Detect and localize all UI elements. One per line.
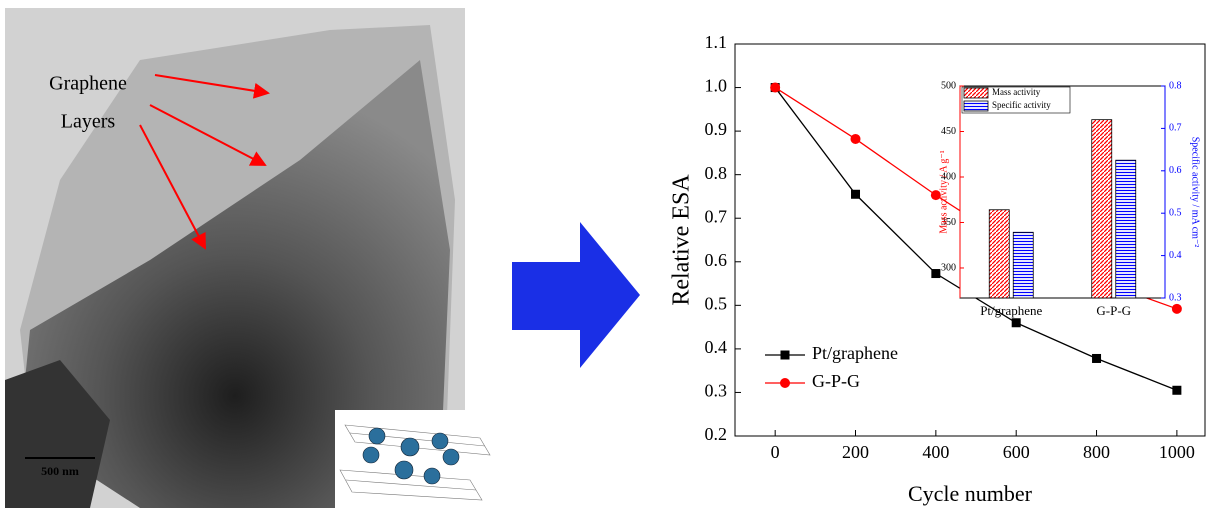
- y-tick-label: 0.4: [705, 337, 728, 357]
- x-axis-label: Cycle number: [908, 481, 1033, 506]
- data-point: [1171, 303, 1182, 314]
- legend-label: Pt/graphene: [812, 343, 898, 363]
- y-tick-label: 500: [941, 80, 956, 91]
- y2-tick-label: 0.3: [1169, 292, 1182, 303]
- y-tick-label: 0.6: [705, 250, 728, 270]
- y2-tick-label: 0.4: [1169, 250, 1182, 261]
- y-tick-label: 0.3: [705, 381, 728, 401]
- legend-marker: [780, 378, 790, 388]
- y-tick-label: 1.1: [705, 32, 728, 52]
- bar: [1091, 119, 1113, 299]
- y-tick-label: 0.5: [705, 293, 728, 313]
- plot-frame: [734, 43, 1206, 437]
- y2-axis-label: Specific activity / mA cm⁻²: [1190, 137, 1201, 247]
- y2-tick-label: 0.8: [1169, 80, 1182, 91]
- data-point: [770, 82, 781, 93]
- tem-image: Graphene Layers 500 nm: [5, 8, 495, 508]
- y2-tick-label: 0.6: [1169, 165, 1182, 176]
- y-tick-label: 0.2: [705, 424, 728, 444]
- x-tick-label: 200: [842, 442, 869, 462]
- data-point: [1172, 385, 1182, 395]
- data-point: [851, 189, 861, 199]
- y2-tick-label: 0.5: [1169, 207, 1182, 218]
- x-tick-label: 800: [1083, 442, 1110, 462]
- y-tick-label: 0.7: [705, 206, 728, 226]
- bar: [1115, 159, 1137, 299]
- x-tick-label: 600: [1003, 442, 1030, 462]
- x-tick-label: G-P-G: [1096, 303, 1131, 318]
- scale-bar: 500 nm: [41, 464, 79, 478]
- x-tick-label: Pt/graphene: [980, 303, 1042, 318]
- data-point: [930, 190, 941, 201]
- y-tick-label: 350: [941, 217, 956, 228]
- image-label: Graphene: [49, 73, 127, 95]
- legend-swatch: [963, 100, 989, 112]
- y-tick-label: 1.0: [705, 76, 728, 96]
- x-tick-label: 0: [771, 442, 780, 462]
- y-tick-label: 0.8: [705, 163, 728, 183]
- y2-tick-label: 0.7: [1169, 123, 1182, 134]
- bar: [1012, 231, 1034, 299]
- legend-box: [961, 86, 1071, 114]
- legend-label: Specific activity: [992, 100, 1051, 110]
- legend-marker: [780, 350, 790, 360]
- y-tick-label: 300: [941, 262, 956, 273]
- data-point: [931, 269, 941, 279]
- y-axis-label: Relative ESA: [669, 174, 695, 306]
- legend-swatch: [963, 87, 989, 99]
- data-point: [1011, 318, 1021, 328]
- legend-label: Mass activity: [992, 87, 1041, 97]
- x-tick-label: 1000: [1159, 442, 1195, 462]
- y-tick-label: 400: [941, 171, 956, 182]
- image-label: Layers: [61, 111, 116, 133]
- data-point: [850, 133, 861, 144]
- legend-label: G-P-G: [812, 371, 860, 391]
- bar: [988, 209, 1010, 299]
- y-tick-label: 450: [941, 126, 956, 137]
- y-tick-label: 0.9: [705, 119, 728, 139]
- x-tick-label: 400: [922, 442, 949, 462]
- y-axis-label: Mass activity / A g⁻¹: [938, 150, 949, 233]
- transition-arrow: [512, 222, 640, 368]
- data-point: [1092, 353, 1102, 363]
